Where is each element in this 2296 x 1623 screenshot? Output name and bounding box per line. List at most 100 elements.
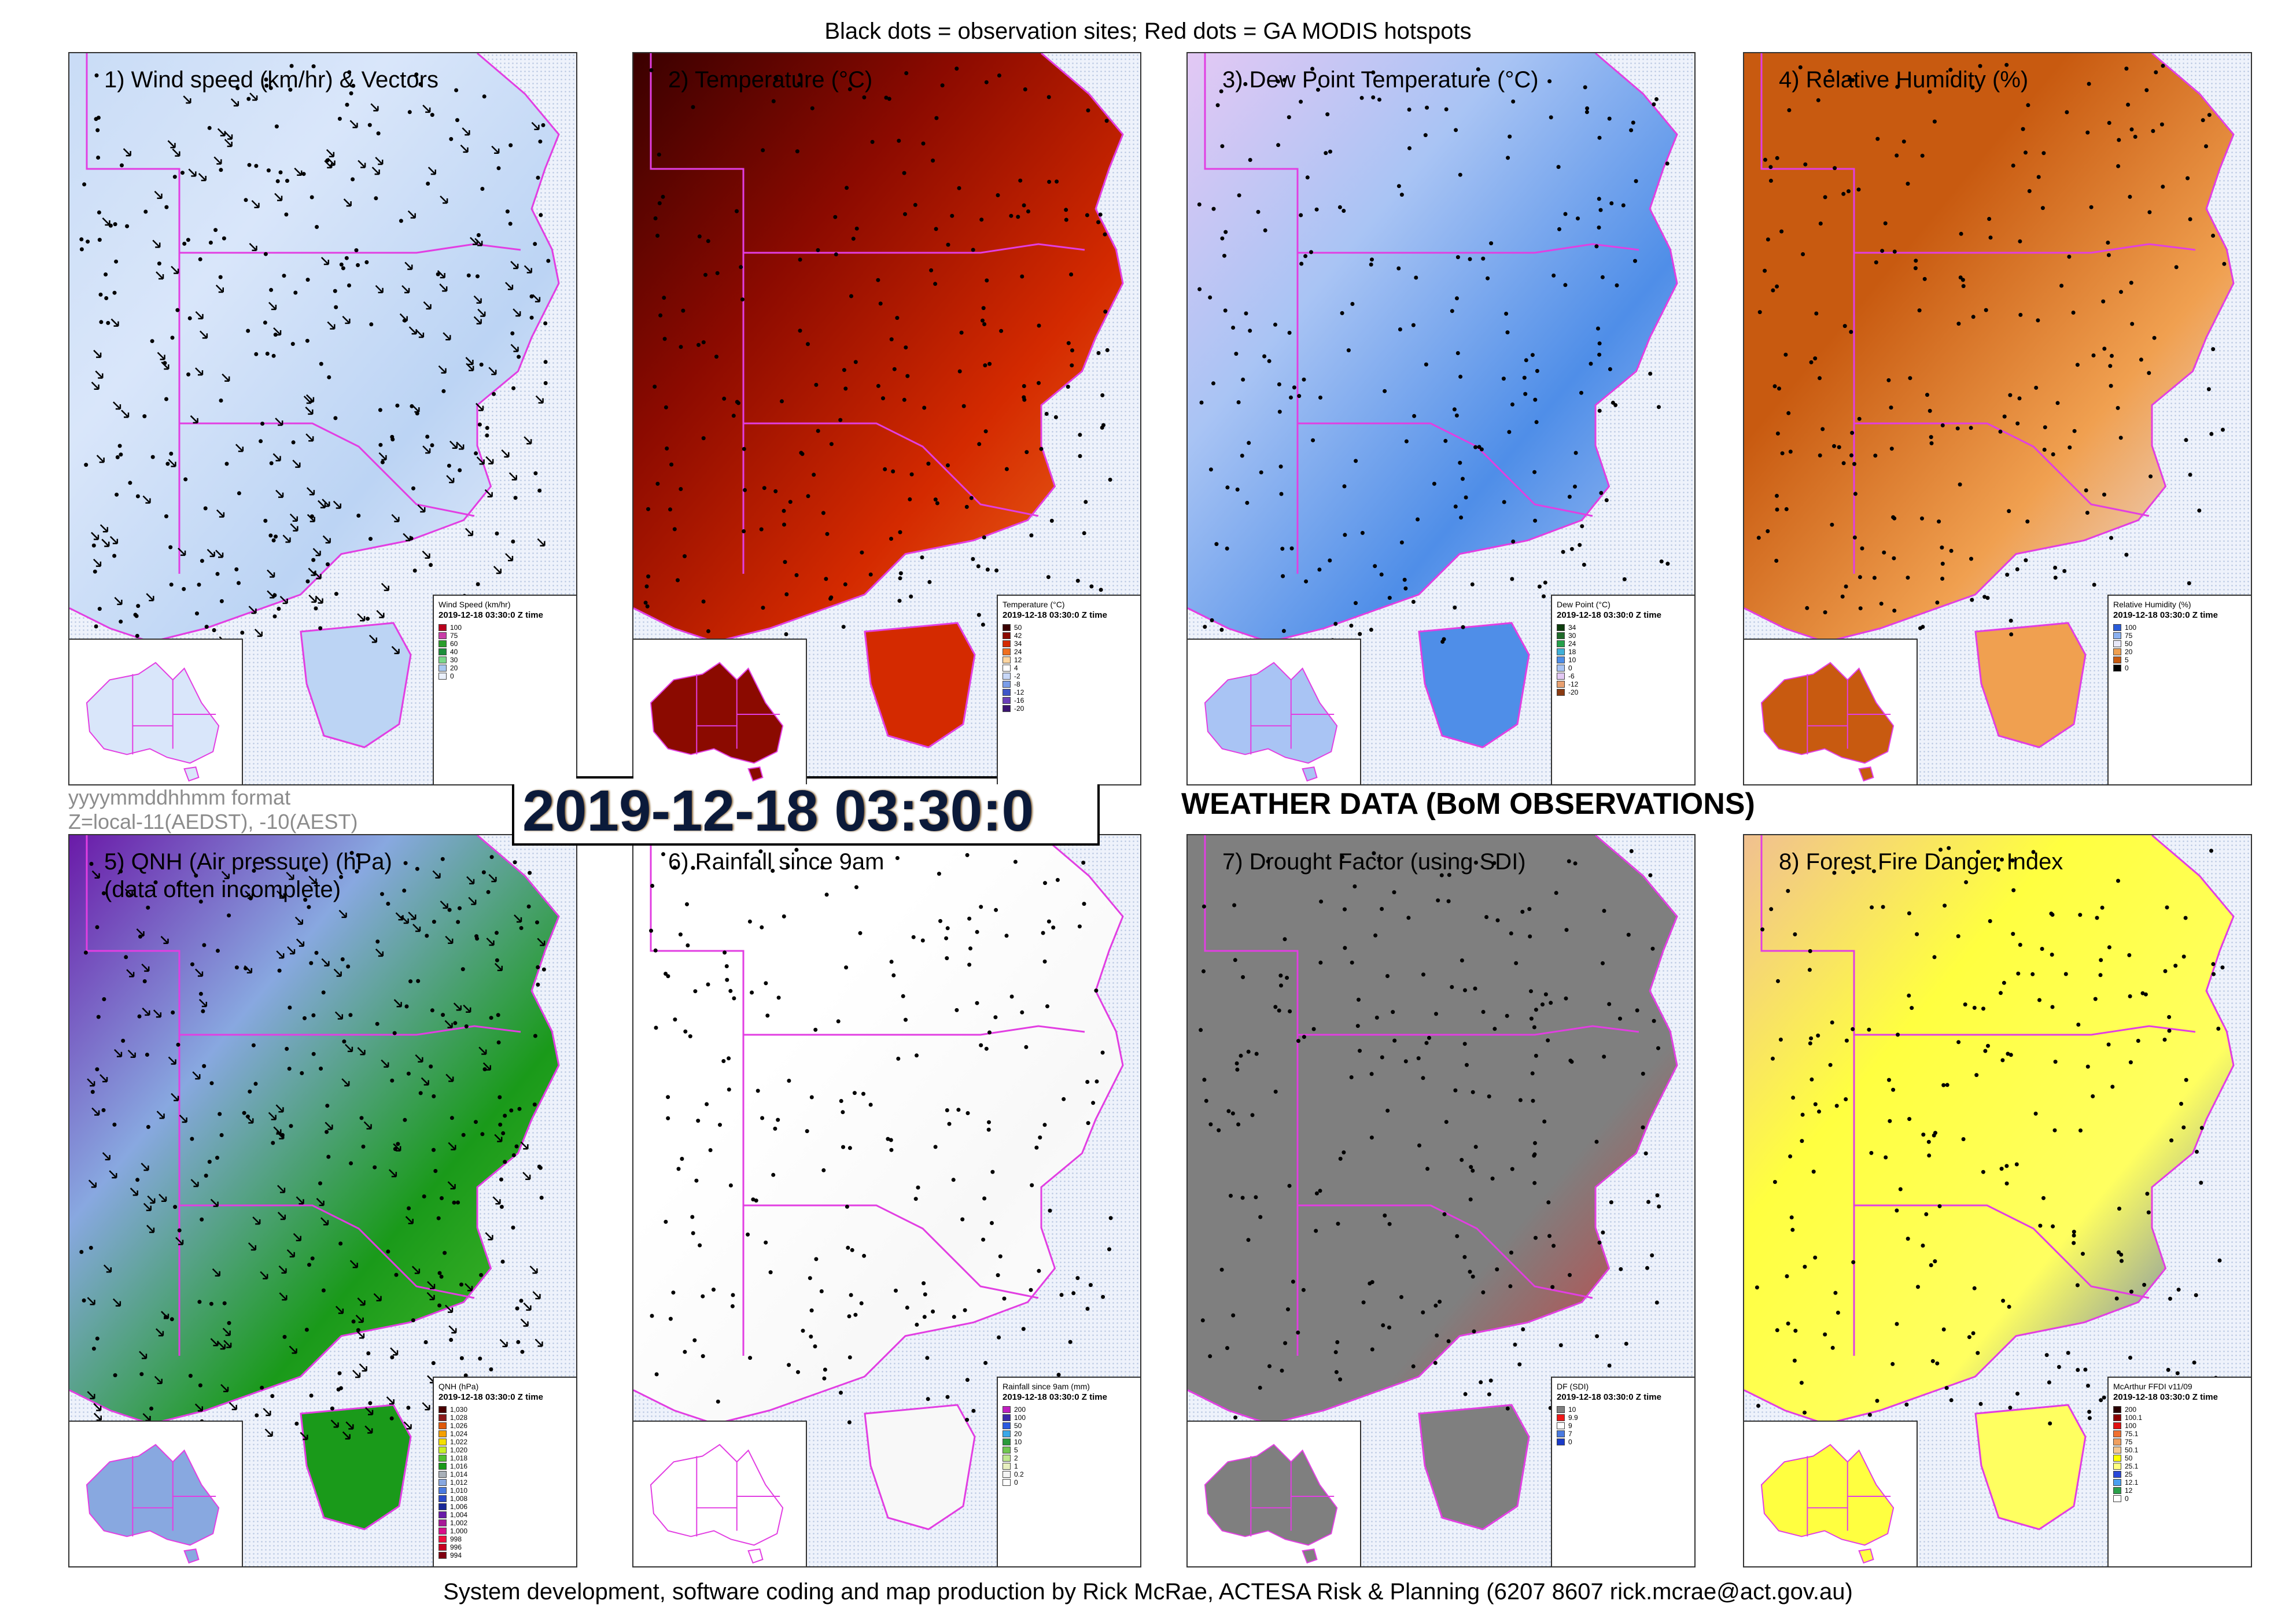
wind-vector-icon — [370, 103, 379, 112]
observation-site-dot — [653, 385, 657, 389]
observation-site-dot — [1513, 1342, 1517, 1347]
observation-site-dot — [1982, 595, 1987, 599]
wind-vector-icon — [217, 1341, 226, 1350]
observation-site-dot — [1955, 426, 1960, 431]
observation-site-dot — [1523, 392, 1528, 396]
observation-site-dot — [732, 996, 736, 1001]
observation-site-dot — [1929, 441, 1934, 445]
land-fill — [69, 835, 559, 1424]
observation-site-dot — [688, 1034, 692, 1039]
legend-row: 1,028 — [438, 1414, 572, 1422]
wind-vector-icon — [401, 285, 410, 294]
observation-site-dot — [1358, 632, 1362, 636]
legend-swatch — [2113, 1463, 2121, 1470]
observation-site-dot — [740, 297, 745, 302]
observation-site-dot — [1335, 1340, 1340, 1344]
legend-swatch — [438, 1438, 447, 1445]
legend-datetime: 2019-12-18 03:30:0 Z time — [2113, 1392, 2218, 1402]
observation-site-dot — [415, 866, 419, 871]
observation-site-dot — [307, 1263, 311, 1267]
observation-site-dot — [1775, 431, 1780, 436]
australia-inset-map — [69, 639, 243, 784]
observation-site-dot — [2107, 121, 2111, 125]
observation-site-dot — [2124, 552, 2129, 557]
observation-site-dot — [794, 847, 799, 852]
observation-site-dot — [650, 1314, 654, 1318]
observation-site-dot — [150, 455, 155, 459]
observation-site-dot — [97, 210, 101, 215]
observation-site-dot — [1929, 1263, 1933, 1267]
legend-row: 0 — [1003, 1478, 1136, 1486]
observation-site-dot — [1830, 522, 1834, 527]
observation-site-dot — [546, 259, 551, 263]
legend-label: -2 — [1014, 672, 1020, 680]
observation-site-dot — [1016, 215, 1020, 219]
observation-site-dot — [923, 1292, 927, 1297]
observation-site-dot — [1809, 360, 1814, 364]
observation-site-dot — [449, 137, 454, 141]
observation-site-dot — [1455, 1234, 1460, 1238]
observation-site-dot — [761, 606, 765, 610]
observation-site-dot — [2040, 947, 2044, 951]
observation-site-dot — [430, 113, 434, 117]
wind-vector-icon — [465, 528, 474, 536]
legend-row: 24 — [1557, 640, 1690, 648]
observation-site-dot — [1024, 450, 1029, 455]
inset-state-borders — [696, 674, 780, 755]
observation-site-dot — [1078, 454, 1082, 458]
observation-site-dot — [940, 83, 945, 88]
observation-site-dot — [373, 1165, 377, 1170]
observation-site-dot — [1333, 1350, 1338, 1355]
observation-site-dot — [1648, 873, 1653, 877]
observation-site-dot — [345, 102, 349, 107]
observation-site-dot — [806, 494, 810, 499]
observation-site-dot — [1589, 362, 1593, 366]
observation-site-dot — [1895, 1322, 1899, 1326]
observation-site-dot — [715, 271, 720, 275]
observation-site-dot — [1489, 241, 1494, 246]
wind-vector-icon — [466, 876, 475, 885]
observation-site-dot — [1883, 221, 1888, 226]
observation-site-dot — [2204, 144, 2208, 149]
legend-label: 60 — [450, 640, 458, 648]
observation-site-dot — [101, 891, 106, 895]
legend-swatch — [438, 1447, 447, 1454]
wind-vector-icon — [520, 1141, 529, 1150]
legend-swatch — [2113, 1479, 2121, 1486]
observation-site-dot — [289, 1124, 293, 1128]
wind-vector-icon — [101, 538, 110, 547]
observation-site-dot — [1567, 859, 1571, 864]
observation-site-dot — [1266, 859, 1270, 864]
observation-site-dot — [983, 429, 988, 434]
wind-vector-icon — [476, 403, 484, 411]
map-legend: Dew Point (°C) 2019-12-18 03:30:0 Z time 3… — [1551, 595, 1694, 784]
legend-label: -12 — [1568, 680, 1579, 688]
observation-site-dot — [269, 461, 274, 466]
wind-vector-icon — [124, 888, 133, 897]
wind-vector-icon — [126, 969, 135, 978]
observation-site-dot — [1287, 330, 1292, 335]
observation-site-dot — [403, 1117, 407, 1122]
observation-site-dot — [1425, 1167, 1430, 1171]
observation-site-dot — [1510, 402, 1514, 407]
legend-swatch — [1003, 697, 1011, 704]
observation-site-dot — [2179, 1101, 2183, 1106]
observation-site-dot — [336, 1387, 341, 1392]
observation-site-dot — [2007, 1304, 2011, 1309]
observation-site-dot — [1509, 931, 1513, 936]
observation-site-dot — [508, 222, 513, 226]
observation-site-dot — [102, 997, 106, 1001]
inset-state-borders — [1807, 1456, 1891, 1537]
observation-site-dot — [847, 1314, 852, 1319]
observation-site-dot — [2072, 1233, 2076, 1238]
observation-site-dot — [2084, 488, 2088, 493]
observation-site-dot — [657, 152, 661, 157]
observation-site-dot — [1597, 1240, 1602, 1245]
observation-site-dot — [1094, 1079, 1099, 1084]
observation-site-dot — [2108, 364, 2113, 368]
observation-site-dot — [1906, 182, 1910, 186]
legend-row: 7 — [1557, 1430, 1690, 1438]
legend-swatch — [1557, 689, 1565, 696]
wind-vector-icon — [375, 157, 384, 165]
observation-site-dot — [356, 263, 360, 267]
